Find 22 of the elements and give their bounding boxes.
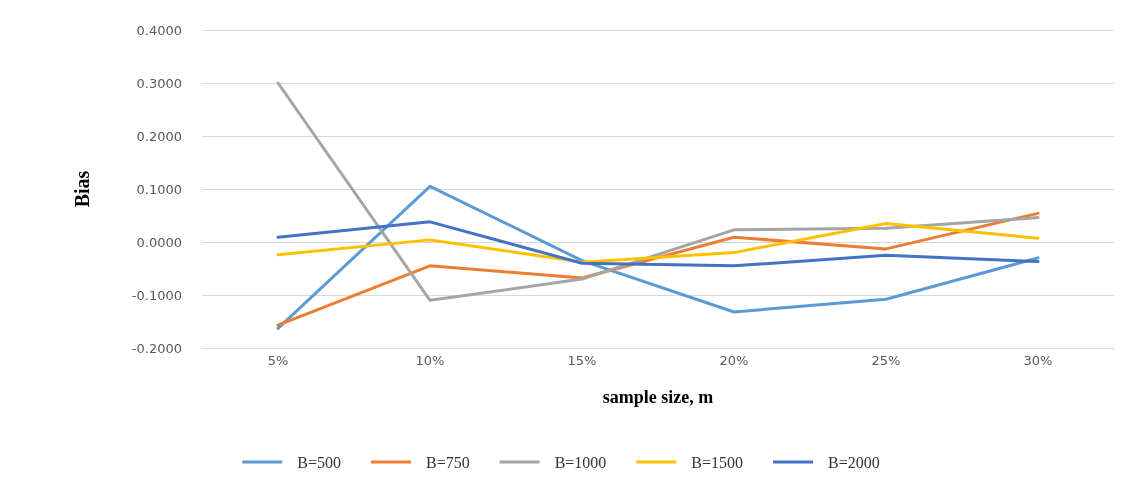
x-tick-label: 10% [415,353,445,368]
legend-label: B=500 [297,453,341,471]
legend-label: B=750 [425,453,470,471]
x-tick-label: 5% [267,353,289,368]
legend-label: B=1500 [691,453,744,471]
line-series [276,81,1040,302]
y-tick-label: -0.1000 [131,287,182,303]
y-tick-label: 0.3000 [136,75,182,91]
y-tick-label: 0.0000 [136,234,182,250]
line-series [276,184,1040,330]
y-tick-label: 0.4000 [136,22,182,38]
x-tick-label: 15% [567,353,597,368]
legend-label: B=1000 [554,453,607,471]
x-axis-title: sample size, m [602,387,714,407]
x-tick-label: 20% [719,353,749,368]
y-tick-label: 0.1000 [136,181,182,197]
y-tick-label: 0.2000 [136,128,182,144]
x-tick-label: 30% [1023,353,1053,368]
y-tick-label: -0.2000 [131,340,182,356]
legend-label: B=2000 [828,453,880,471]
x-tick-label: 25% [871,353,901,368]
y-axis-title: Bias [71,170,93,208]
